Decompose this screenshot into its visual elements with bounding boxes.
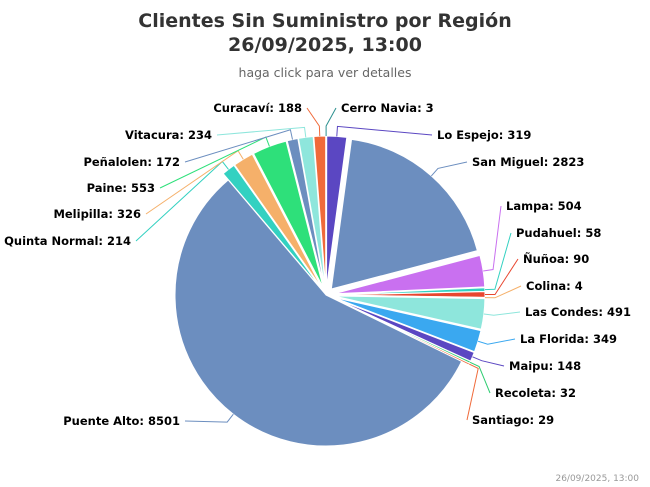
pie-slices xyxy=(174,135,486,447)
data-label-las-condes: Las Condes: 491 xyxy=(525,305,631,319)
pie-slice-colina[interactable] xyxy=(333,294,486,299)
pie-slice-penalolen[interactable] xyxy=(286,137,325,288)
connector-san-miguel xyxy=(430,161,468,177)
pie-slice-melipilla[interactable] xyxy=(233,153,323,289)
data-label-cerro-navia: Cerro Navia: 3 xyxy=(341,101,434,115)
data-label-paine: Paine: 553 xyxy=(87,181,155,195)
data-label-melipilla: Melipilla: 326 xyxy=(53,207,141,221)
data-label-penalolen: Peñalolen: 172 xyxy=(83,155,180,169)
data-label-maipu: Maipu: 148 xyxy=(509,359,581,373)
pie-slice-lampa[interactable] xyxy=(333,254,486,295)
pie-slice-puente-alto[interactable] xyxy=(174,179,463,447)
pie-slice-lo-espejo[interactable] xyxy=(326,135,348,288)
pie-slice-curacavi[interactable] xyxy=(313,135,327,288)
connector-la-florida xyxy=(477,338,516,345)
connector-curacavi xyxy=(306,107,321,137)
data-label-lo-espejo: Lo Espejo: 319 xyxy=(437,128,531,142)
chart-title-date: 26/09/2025, 13:00 xyxy=(228,34,422,56)
connector-lampa xyxy=(483,205,502,272)
connector-maipu xyxy=(472,356,505,367)
data-label-la-florida: La Florida: 349 xyxy=(520,332,617,346)
data-label-san-miguel: San Miguel: 2823 xyxy=(472,155,584,169)
connector-penalolen xyxy=(184,129,293,163)
data-label-santiago: Santiago: 29 xyxy=(472,413,554,427)
data-label-puente-alto: Puente Alto: 8501 xyxy=(63,414,180,428)
connector-colina xyxy=(484,285,522,299)
pie-slice-san-miguel[interactable] xyxy=(330,138,478,290)
chart-subtitle[interactable]: haga click para ver detalles xyxy=(239,65,412,80)
connector-las-condes xyxy=(483,311,521,316)
data-label-pudahuel: Pudahuel: 58 xyxy=(516,226,601,240)
connector-santiago xyxy=(466,363,479,421)
data-label-vitacura: Vitacura: 234 xyxy=(125,128,212,142)
chart-title: Clientes Sin Suministro por Región xyxy=(138,10,511,32)
chart-credit: 26/09/2025, 13:00 xyxy=(555,474,639,484)
connector-pudahuel xyxy=(484,232,512,291)
data-label-nunoa: Ñuñoa: 90 xyxy=(523,251,589,266)
data-label-quinta-normal: Quinta Normal: 214 xyxy=(4,234,131,248)
connector-vitacura xyxy=(216,126,307,138)
data-label-curacavi: Curacaví: 188 xyxy=(213,101,302,115)
connector-lo-espejo xyxy=(336,125,433,137)
connector-recoleta xyxy=(469,361,491,394)
data-label-lampa: Lampa: 504 xyxy=(506,199,582,213)
data-labels: Cerro Navia: 3Lo Espejo: 319 San Miguel: … xyxy=(4,101,631,428)
connector-nunoa xyxy=(484,258,519,296)
data-label-recoleta: Recoleta: 32 xyxy=(495,386,576,400)
connector-puente-alto xyxy=(184,413,234,423)
connector-cerro-navia xyxy=(325,107,337,137)
label-connectors xyxy=(135,107,522,423)
data-label-colina: Colina: 4 xyxy=(526,279,583,293)
